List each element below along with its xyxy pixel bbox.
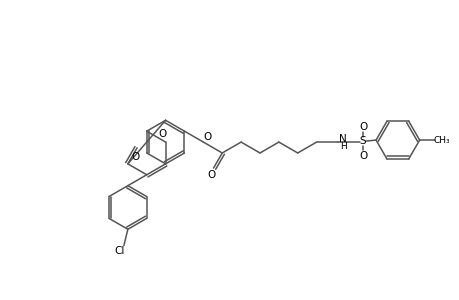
Text: S: S bbox=[359, 136, 366, 146]
Text: O: O bbox=[358, 151, 366, 161]
Text: N: N bbox=[339, 134, 347, 144]
Text: CH₃: CH₃ bbox=[432, 136, 449, 145]
Text: O: O bbox=[358, 122, 366, 132]
Text: O: O bbox=[131, 152, 139, 162]
Text: Cl: Cl bbox=[114, 246, 125, 256]
Text: O: O bbox=[158, 129, 167, 139]
Text: O: O bbox=[207, 170, 215, 180]
Text: H: H bbox=[339, 142, 346, 151]
Text: O: O bbox=[203, 132, 211, 142]
